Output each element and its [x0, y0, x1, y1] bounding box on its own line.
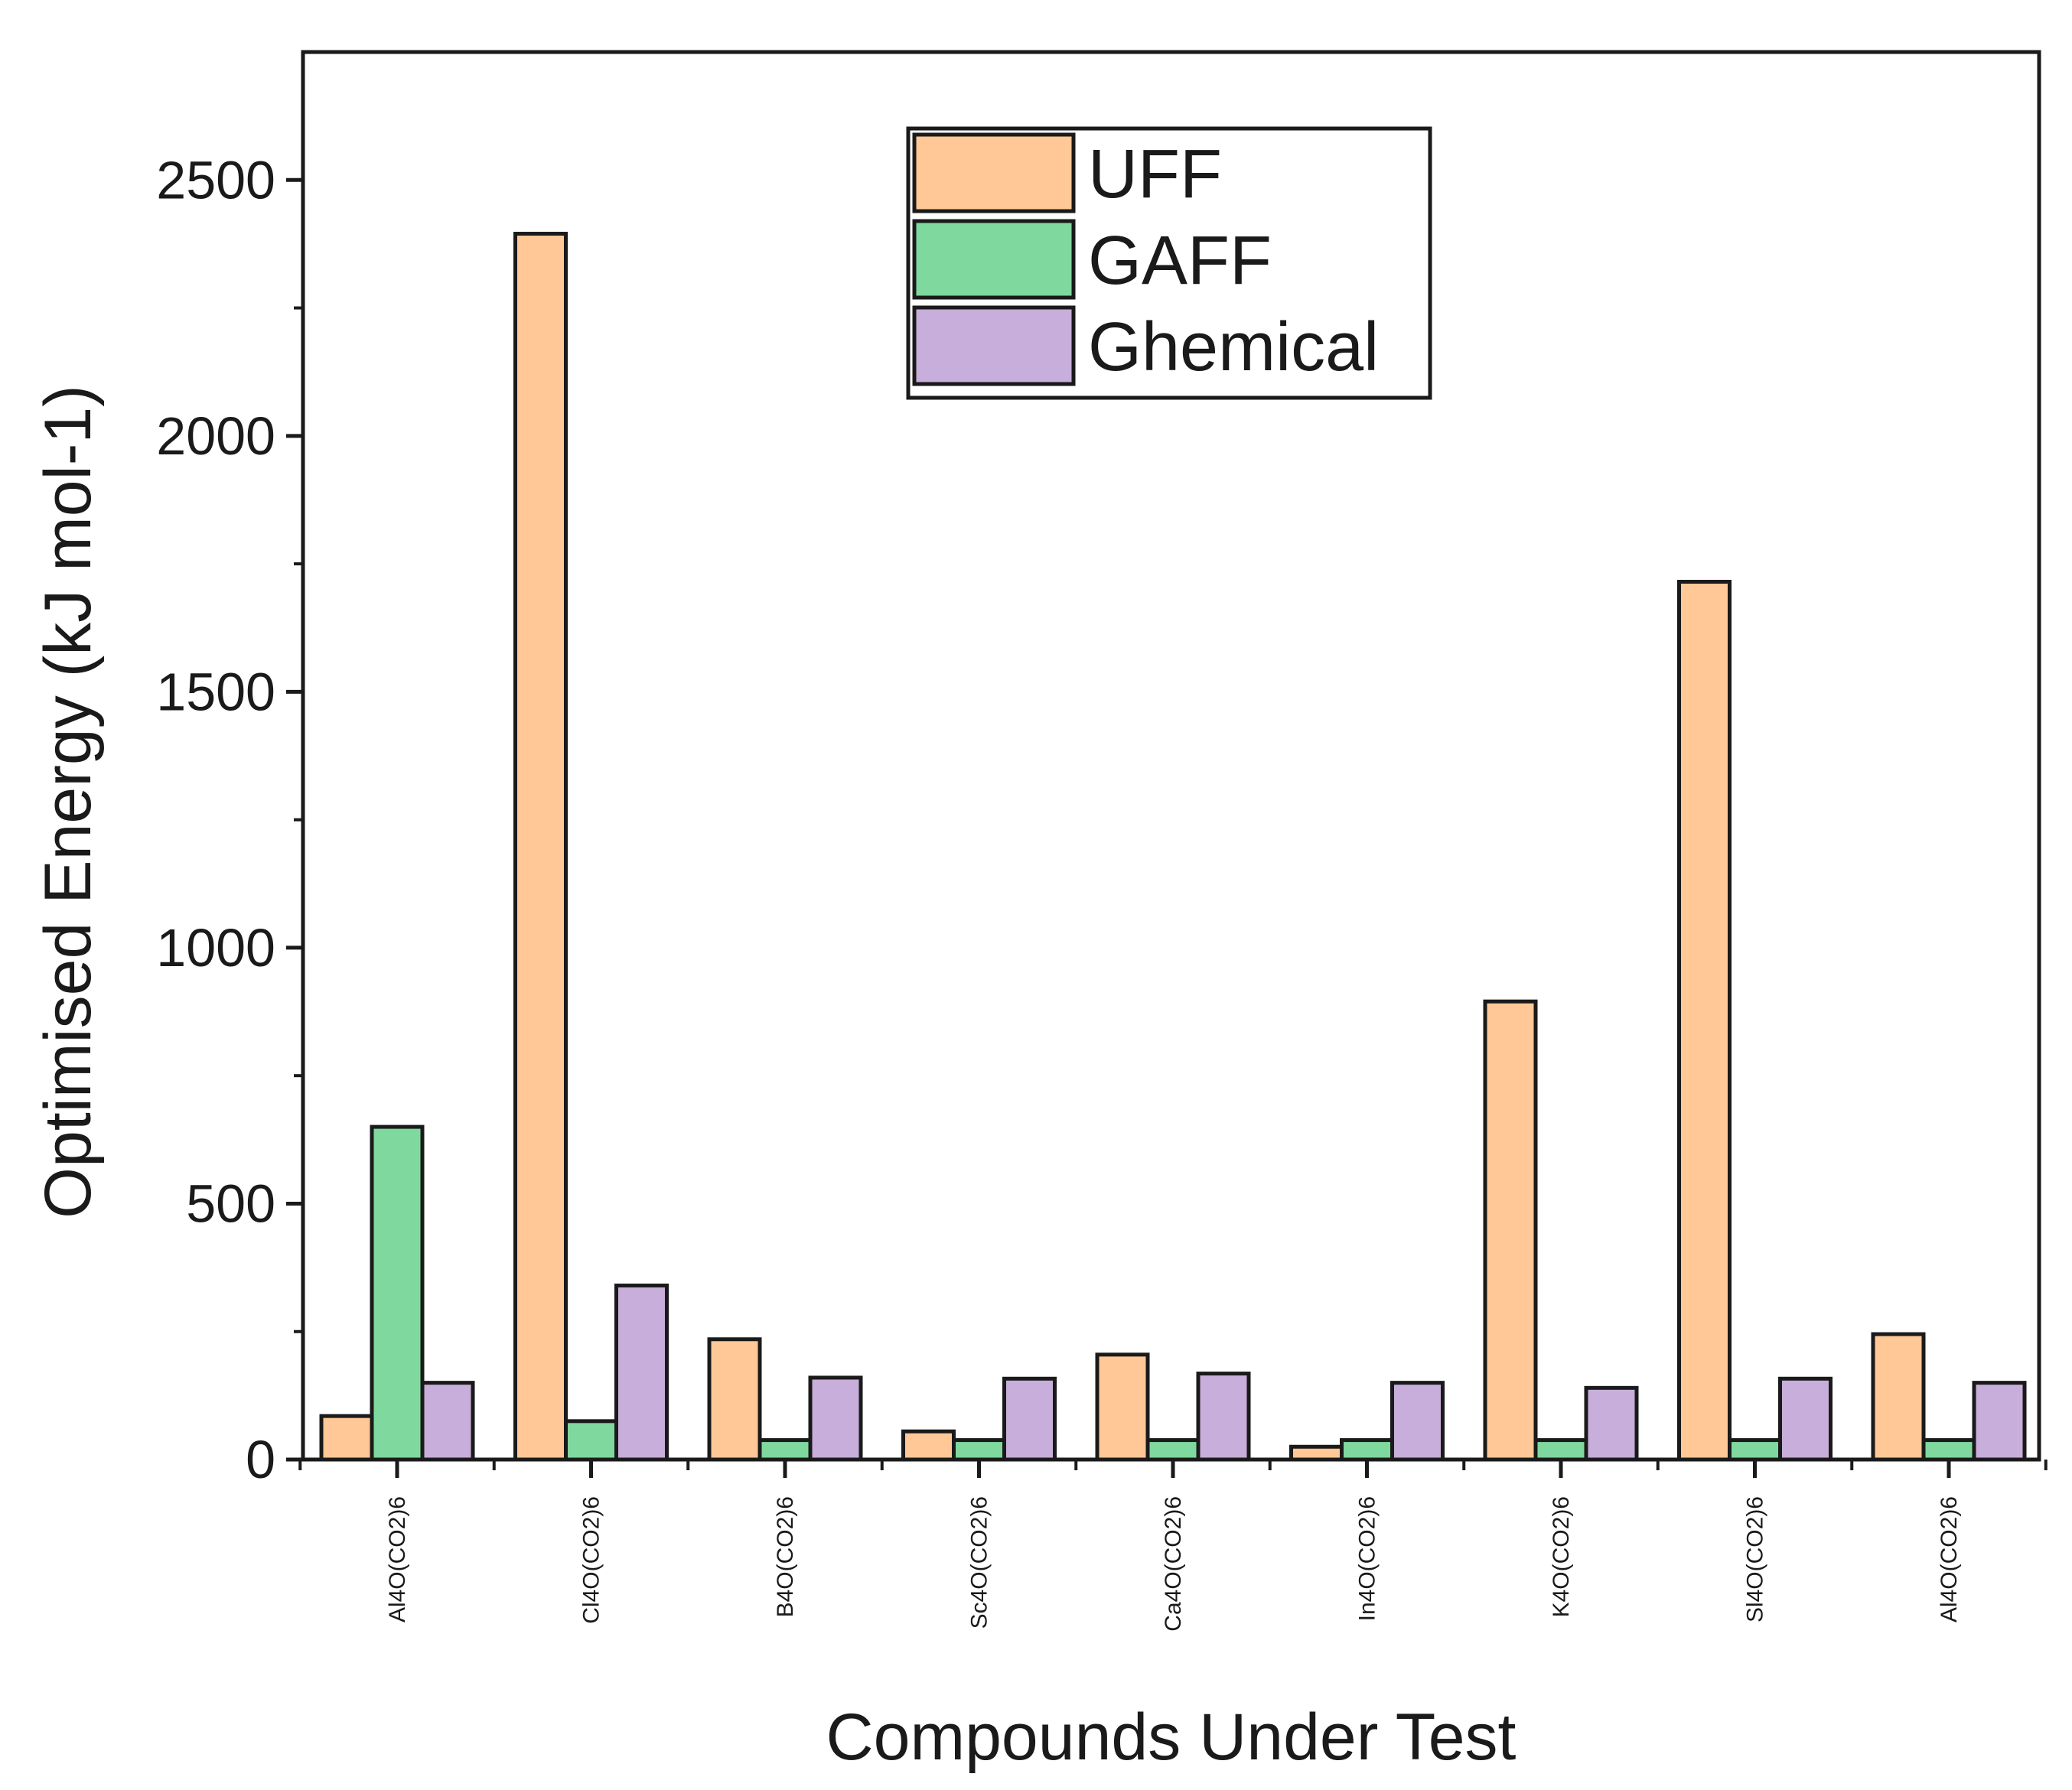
bars-layer	[319, 232, 2027, 1462]
bar-gaff-4	[952, 1438, 1006, 1462]
bar-uff-7	[1483, 999, 1538, 1462]
bar-gaff-1	[370, 1124, 425, 1462]
legend-label-ghemical: Ghemical	[1088, 309, 1379, 386]
legend-swatch-uff	[912, 132, 1076, 213]
legend-label-uff: UFF	[1088, 136, 1222, 213]
y-tick-label-2000: 2000	[156, 406, 275, 466]
x-category-label-8: Sl4O(CO2)6	[1743, 1496, 1768, 1622]
bar-gaff-9	[1921, 1438, 1976, 1462]
x-category-label-5: Ca4O(CO2)6	[1161, 1496, 1186, 1632]
y-tick-label-0: 0	[246, 1430, 275, 1489]
x-category-label-7: K4O(CO2)6	[1549, 1496, 1574, 1617]
legend-swatch-ghemical	[912, 305, 1076, 386]
bar-uff-9	[1871, 1332, 1926, 1462]
bar-gaff-3	[757, 1438, 813, 1462]
bar-ghemical-1	[420, 1381, 475, 1462]
axes-layer	[286, 50, 2048, 1478]
x-category-label-4: Sc4O(CO2)6	[967, 1496, 992, 1629]
bar-ghemical-7	[1584, 1385, 1639, 1462]
bar-uff-2	[513, 232, 568, 1462]
legend: UFF GAFF Ghemical	[906, 126, 1432, 400]
bar-gaff-5	[1145, 1438, 1201, 1462]
legend-swatch-gaff	[912, 219, 1076, 300]
x-axis-title: Compounds Under Test	[826, 1700, 1517, 1774]
bar-ghemical-2	[614, 1284, 669, 1462]
bar-uff-5	[1095, 1352, 1150, 1462]
bar-ghemical-4	[1002, 1376, 1057, 1462]
x-category-label-6: In4O(CO2)6	[1355, 1496, 1380, 1621]
bar-uff-8	[1677, 580, 1732, 1462]
bar-uff-6	[1289, 1444, 1344, 1462]
y-tick-label-500: 500	[186, 1173, 275, 1233]
y-tick-label-2500: 2500	[156, 150, 275, 210]
y-axis-title: Optimised Energy (kJ mol-1)	[31, 385, 105, 1219]
y-tick-label-1500: 1500	[156, 662, 275, 721]
labels-layer: 0 500 1000 1500 2000 2500 Al4O(CO2)6 Cl4O(CO2)6…	[31, 150, 1962, 1774]
x-category-label-3: B4O(CO2)6	[773, 1496, 798, 1617]
x-category-label-9: Al4O(CO2)6	[1937, 1496, 1962, 1622]
y-tick-label-1000: 1000	[156, 918, 275, 978]
x-category-label-2: Cl4O(CO2)6	[579, 1496, 604, 1624]
bar-ghemical-5	[1196, 1372, 1251, 1462]
bar-ghemical-8	[1778, 1376, 1833, 1462]
bar-uff-4	[901, 1429, 956, 1462]
bar-ghemical-9	[1972, 1381, 2027, 1462]
bar-gaff-2	[564, 1419, 618, 1462]
bar-ghemical-3	[808, 1375, 863, 1462]
bar-uff-3	[707, 1337, 762, 1462]
x-category-label-1: Al4O(CO2)6	[385, 1496, 410, 1622]
bar-ghemical-6	[1390, 1381, 1445, 1462]
legend-label-gaff: GAFF	[1088, 223, 1272, 299]
bar-uff-1	[319, 1414, 374, 1462]
bar-gaff-8	[1728, 1438, 1782, 1462]
bar-gaff-7	[1533, 1438, 1588, 1462]
bar-gaff-6	[1340, 1438, 1394, 1462]
